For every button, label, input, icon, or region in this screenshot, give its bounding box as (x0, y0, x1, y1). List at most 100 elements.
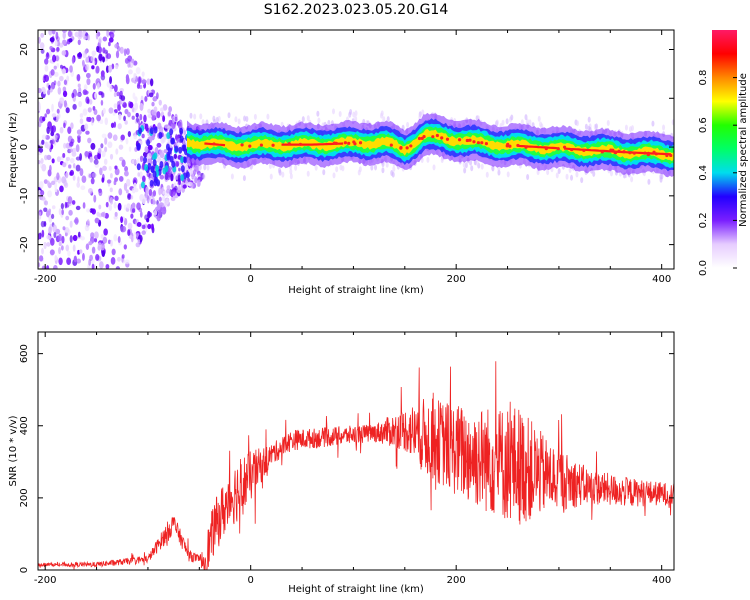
spectrogram-halo-dot (338, 110, 342, 117)
spectrogram-noise-dot (153, 209, 158, 216)
spectrogram-noise-dot (102, 165, 107, 171)
spectrogram-noise-dot (131, 115, 135, 120)
snr-x-tick-label: -200 (34, 575, 57, 586)
spectrogram-transition-blob (180, 165, 185, 173)
spectrogram-noise-dot (97, 242, 102, 249)
spectrogram-band-dot (613, 150, 617, 154)
spectrogram-halo-dot (227, 112, 231, 119)
spectrogram-noise-dot (113, 92, 117, 98)
spectrogram-noise-dot (104, 146, 108, 153)
spectrogram-halo-dot (463, 167, 467, 174)
spectrogram-noise-dot (67, 250, 71, 257)
spectrogram-noise-dot (45, 52, 50, 60)
spectrogram-noise-dot (118, 188, 123, 196)
spectrogram-noise-dot (127, 222, 133, 230)
spectrogram-noise-dot (98, 204, 102, 210)
spectrogram-noise-dot (118, 113, 122, 121)
spectrogram-noise-dot (127, 55, 133, 62)
spectrogram-noise-dot (77, 34, 83, 40)
spectrogram-ticks: -200 0 200 400 -20 -10 0 10 20 (19, 30, 674, 285)
spectrogram-noise-dot (116, 256, 121, 262)
spectrogram-transition-blob (155, 164, 160, 172)
spectrogram-halo-dot (201, 119, 205, 126)
spectrogram-transition-blob (169, 128, 174, 136)
spectrogram-noise-dot (68, 209, 73, 216)
spectrogram-noise-dot (128, 146, 132, 152)
spectrogram-band-dot (248, 144, 252, 148)
spectrogram-halo-dot (242, 175, 246, 182)
spectrogram-noise-dot (45, 108, 51, 115)
spectrogram-noise-dot (101, 133, 107, 139)
spectrogram-noise-dot (122, 22, 127, 30)
spectrogram-noise-dot (156, 111, 161, 119)
spectrogram-noise-dot (102, 107, 106, 115)
spectrogram-noise-dot (104, 137, 108, 145)
spectrogram-noise-dot (48, 50, 52, 58)
spectrogram-noise-dot (156, 92, 159, 100)
spectrogram-band-dot (556, 147, 560, 151)
spectrogram-halo-dot (557, 168, 561, 175)
spectrogram-noise-dot (41, 229, 45, 238)
spectrogram-noise-dot (49, 87, 53, 93)
spectrogram-noise-dot (100, 99, 104, 106)
spectrogram-noise-dot (76, 258, 81, 264)
spectrogram-band-dot (646, 151, 650, 156)
spectrogram-noise-dot (127, 192, 132, 201)
spectrogram-halo-dot (316, 110, 320, 117)
spectrogram-band-dot (405, 146, 409, 150)
spectrogram-noise-dot (44, 65, 49, 72)
spectrogram-noise-dot (133, 135, 138, 140)
spectrogram-halo-dot (659, 173, 663, 180)
spectrogram-band-dot (506, 142, 510, 146)
spectrogram-transition-blob (136, 163, 141, 171)
spectrogram-halo-dot (568, 167, 572, 174)
spectrogram-band-peak (281, 142, 344, 146)
spectrogram-halo-dot (352, 111, 356, 118)
spectrogram-transition-blob (147, 162, 152, 170)
spectrogram-halo-dot (189, 112, 193, 119)
spectrogram-noise-dot (43, 179, 48, 184)
spectrogram-noise-dot (46, 242, 51, 247)
spectrogram-band-dot (669, 153, 673, 158)
spectrogram-noise-dot (100, 143, 104, 149)
spectrogram-noise-dot (177, 121, 183, 129)
spectrogram-halo-dot (647, 178, 651, 185)
spectrogram-noise-dot (110, 122, 115, 129)
spectrogram-noise-dot (158, 201, 164, 208)
spectrogram-noise-dot (139, 155, 144, 163)
spectrogram-noise-dot (57, 86, 62, 95)
spectrogram-transition-blob (164, 165, 169, 173)
snr-series-line (38, 361, 674, 570)
spectrogram-noise-dot (38, 104, 41, 112)
spectrogram-noise-dot (127, 229, 131, 236)
spectrogram-halo-dot (385, 161, 389, 168)
spectrogram-noise-dot (79, 249, 83, 254)
spectrogram-noise-dot (98, 53, 103, 61)
spectrogram-noise-dot (142, 175, 146, 183)
spectrogram-noise-dot (73, 255, 78, 263)
spectrogram-noise-dot (49, 249, 55, 256)
spectrogram-noise-dot (120, 216, 124, 224)
spectrogram-noise-dot (102, 56, 105, 63)
spectrogram-transition-blob (167, 147, 172, 155)
spectrogram-noise-dot (68, 164, 72, 169)
spectrogram-x-tick-label: 400 (652, 274, 671, 285)
spectrogram-noise-dot (125, 189, 129, 194)
spectrogram-noise-dot (72, 103, 77, 110)
spectrogram-noise-dot (38, 233, 41, 241)
spectrogram-noise-dot (69, 235, 73, 243)
spectrogram-noise-dot (79, 118, 84, 125)
spectrogram-noise-dot (71, 92, 75, 99)
spectrogram-halo-dot (335, 166, 339, 173)
spectrogram-noise-dot (149, 78, 154, 87)
spectrogram-noise-dot (51, 113, 57, 118)
spectrogram-noise-dot (114, 211, 118, 217)
spectrogram-noise-dot (43, 241, 47, 250)
spectrogram-noise-dot (58, 257, 63, 266)
spectrogram-noise-dot (59, 126, 64, 134)
spectrogram-noise-dot (63, 100, 67, 108)
spectrogram-noise-dot (109, 196, 114, 205)
spectrogram-noise-dot (81, 175, 87, 183)
spectrogram-noise-dot (133, 72, 136, 81)
spectrogram-noise-dot (144, 146, 149, 153)
